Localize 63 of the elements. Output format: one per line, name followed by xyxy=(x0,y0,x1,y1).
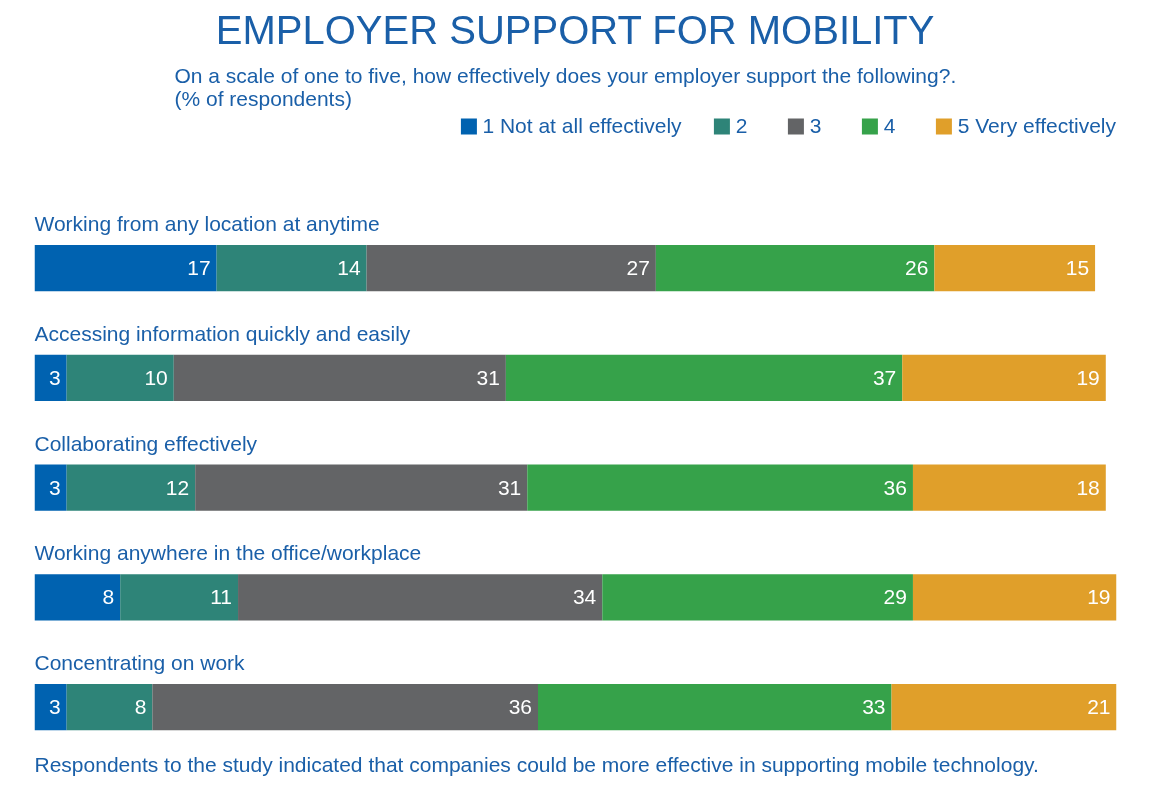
bar xyxy=(173,354,506,401)
bar xyxy=(34,245,217,292)
data-label: 3 xyxy=(48,475,61,499)
data-label: 11 xyxy=(210,585,233,609)
data-label: 3 xyxy=(48,695,61,719)
y-tick-label: Working from any location at anytime xyxy=(34,212,380,236)
bar xyxy=(505,354,903,401)
bar xyxy=(120,574,239,621)
bar xyxy=(34,464,67,511)
bar xyxy=(366,245,656,292)
data-label: 12 xyxy=(165,475,190,499)
chart-title: EMPLOYER SUPPORT FOR MOBILITY xyxy=(215,7,935,52)
bar xyxy=(66,684,153,731)
bar xyxy=(34,574,121,621)
data-label: 31 xyxy=(476,365,500,389)
bar xyxy=(216,245,367,292)
data-label: 34 xyxy=(572,585,597,609)
bar xyxy=(891,684,1117,731)
bar xyxy=(152,684,538,731)
data-label: 19 xyxy=(1076,365,1100,389)
bar xyxy=(538,684,892,731)
data-label: 31 xyxy=(497,475,522,499)
bar xyxy=(238,574,603,621)
legend-label: 2 xyxy=(735,114,749,138)
data-label: 14 xyxy=(337,256,361,280)
data-label: 17 xyxy=(187,256,211,280)
text: Respondents to the study indicated that companies could be more effective in supporting mobile technology. xyxy=(34,752,1039,776)
data-label: 36 xyxy=(883,475,907,499)
legend-label: 5 Very effectively xyxy=(957,114,1116,138)
data-label: 21 xyxy=(1087,695,1111,719)
data-label: 8 xyxy=(102,585,115,609)
y-tick-label: Collaborating effectively xyxy=(34,431,258,455)
data-label: 33 xyxy=(862,695,886,719)
bar xyxy=(912,574,1117,621)
bar xyxy=(902,354,1106,401)
data-label: 26 xyxy=(905,256,929,280)
data-label: 8 xyxy=(134,695,147,719)
data-label: 10 xyxy=(144,365,168,389)
y-tick-label: Working anywhere in the office/workplace xyxy=(34,541,422,565)
bar xyxy=(602,574,913,621)
bar xyxy=(934,245,1096,292)
y-tick-label: Accessing information quickly and easily xyxy=(34,321,411,345)
data-label: 18 xyxy=(1076,475,1100,499)
data-label: 19 xyxy=(1087,585,1111,609)
data-label: 36 xyxy=(508,695,533,719)
data-label: 15 xyxy=(1065,256,1090,280)
bar xyxy=(34,354,67,401)
bar xyxy=(66,354,174,401)
legend-label: 3 xyxy=(809,114,823,138)
bar xyxy=(527,464,913,511)
data-label: 29 xyxy=(883,585,907,609)
legend-label: 1 Not at all effectively xyxy=(482,114,682,138)
bar xyxy=(34,684,67,731)
chart-subtitle: On a scale of one to five, how effectively does your employer support the following?. (% of respondents) xyxy=(174,63,957,110)
bar xyxy=(912,464,1106,511)
bar xyxy=(195,464,528,511)
legend-label: 4 xyxy=(883,114,897,138)
data-label: 3 xyxy=(48,365,61,389)
bar xyxy=(655,245,935,292)
y-tick-label: Concentrating on work xyxy=(34,651,246,675)
data-label: 37 xyxy=(872,365,897,389)
data-label: 27 xyxy=(626,256,650,280)
bar xyxy=(66,464,196,511)
